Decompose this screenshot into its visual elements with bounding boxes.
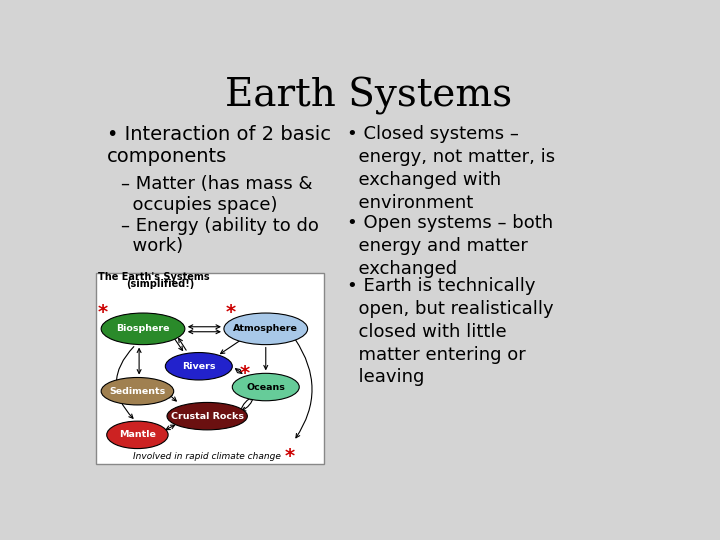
Text: The Earth's Systems: The Earth's Systems [99, 272, 210, 282]
Ellipse shape [101, 313, 185, 345]
Text: Atmosphere: Atmosphere [233, 325, 298, 333]
Text: – Matter (has mass &
  occupies space): – Matter (has mass & occupies space) [121, 175, 312, 214]
Text: • Earth is technically
  open, but realistically
  closed with little
  matter e: • Earth is technically open, but realist… [347, 277, 553, 387]
FancyBboxPatch shape [96, 273, 324, 464]
Text: Biosphere: Biosphere [116, 325, 170, 333]
Text: Crustal Rocks: Crustal Rocks [171, 411, 243, 421]
Text: *: * [97, 303, 107, 322]
Ellipse shape [101, 377, 174, 405]
Text: Oceans: Oceans [246, 382, 285, 392]
Text: *: * [284, 447, 294, 466]
Text: (simplified!): (simplified!) [126, 279, 194, 289]
Text: Sediments: Sediments [109, 387, 166, 396]
Ellipse shape [233, 373, 300, 401]
Text: Rivers: Rivers [182, 362, 215, 371]
Text: – Energy (ability to do
  work): – Energy (ability to do work) [121, 217, 318, 255]
Ellipse shape [166, 353, 233, 380]
Text: *: * [225, 303, 235, 322]
Text: • Interaction of 2 basic
components: • Interaction of 2 basic components [107, 125, 330, 166]
Ellipse shape [107, 421, 168, 449]
Ellipse shape [224, 313, 307, 345]
Text: • Open systems – both
  energy and matter
  exchanged: • Open systems – both energy and matter … [347, 214, 553, 278]
Text: Earth Systems: Earth Systems [225, 77, 513, 115]
Text: *: * [240, 364, 250, 383]
Text: Mantle: Mantle [119, 430, 156, 440]
Text: Involved in rapid climate change: Involved in rapid climate change [133, 451, 281, 461]
Ellipse shape [167, 402, 248, 430]
Text: • Closed systems –
  energy, not matter, is
  exchanged with
  environment: • Closed systems – energy, not matter, i… [347, 125, 555, 212]
